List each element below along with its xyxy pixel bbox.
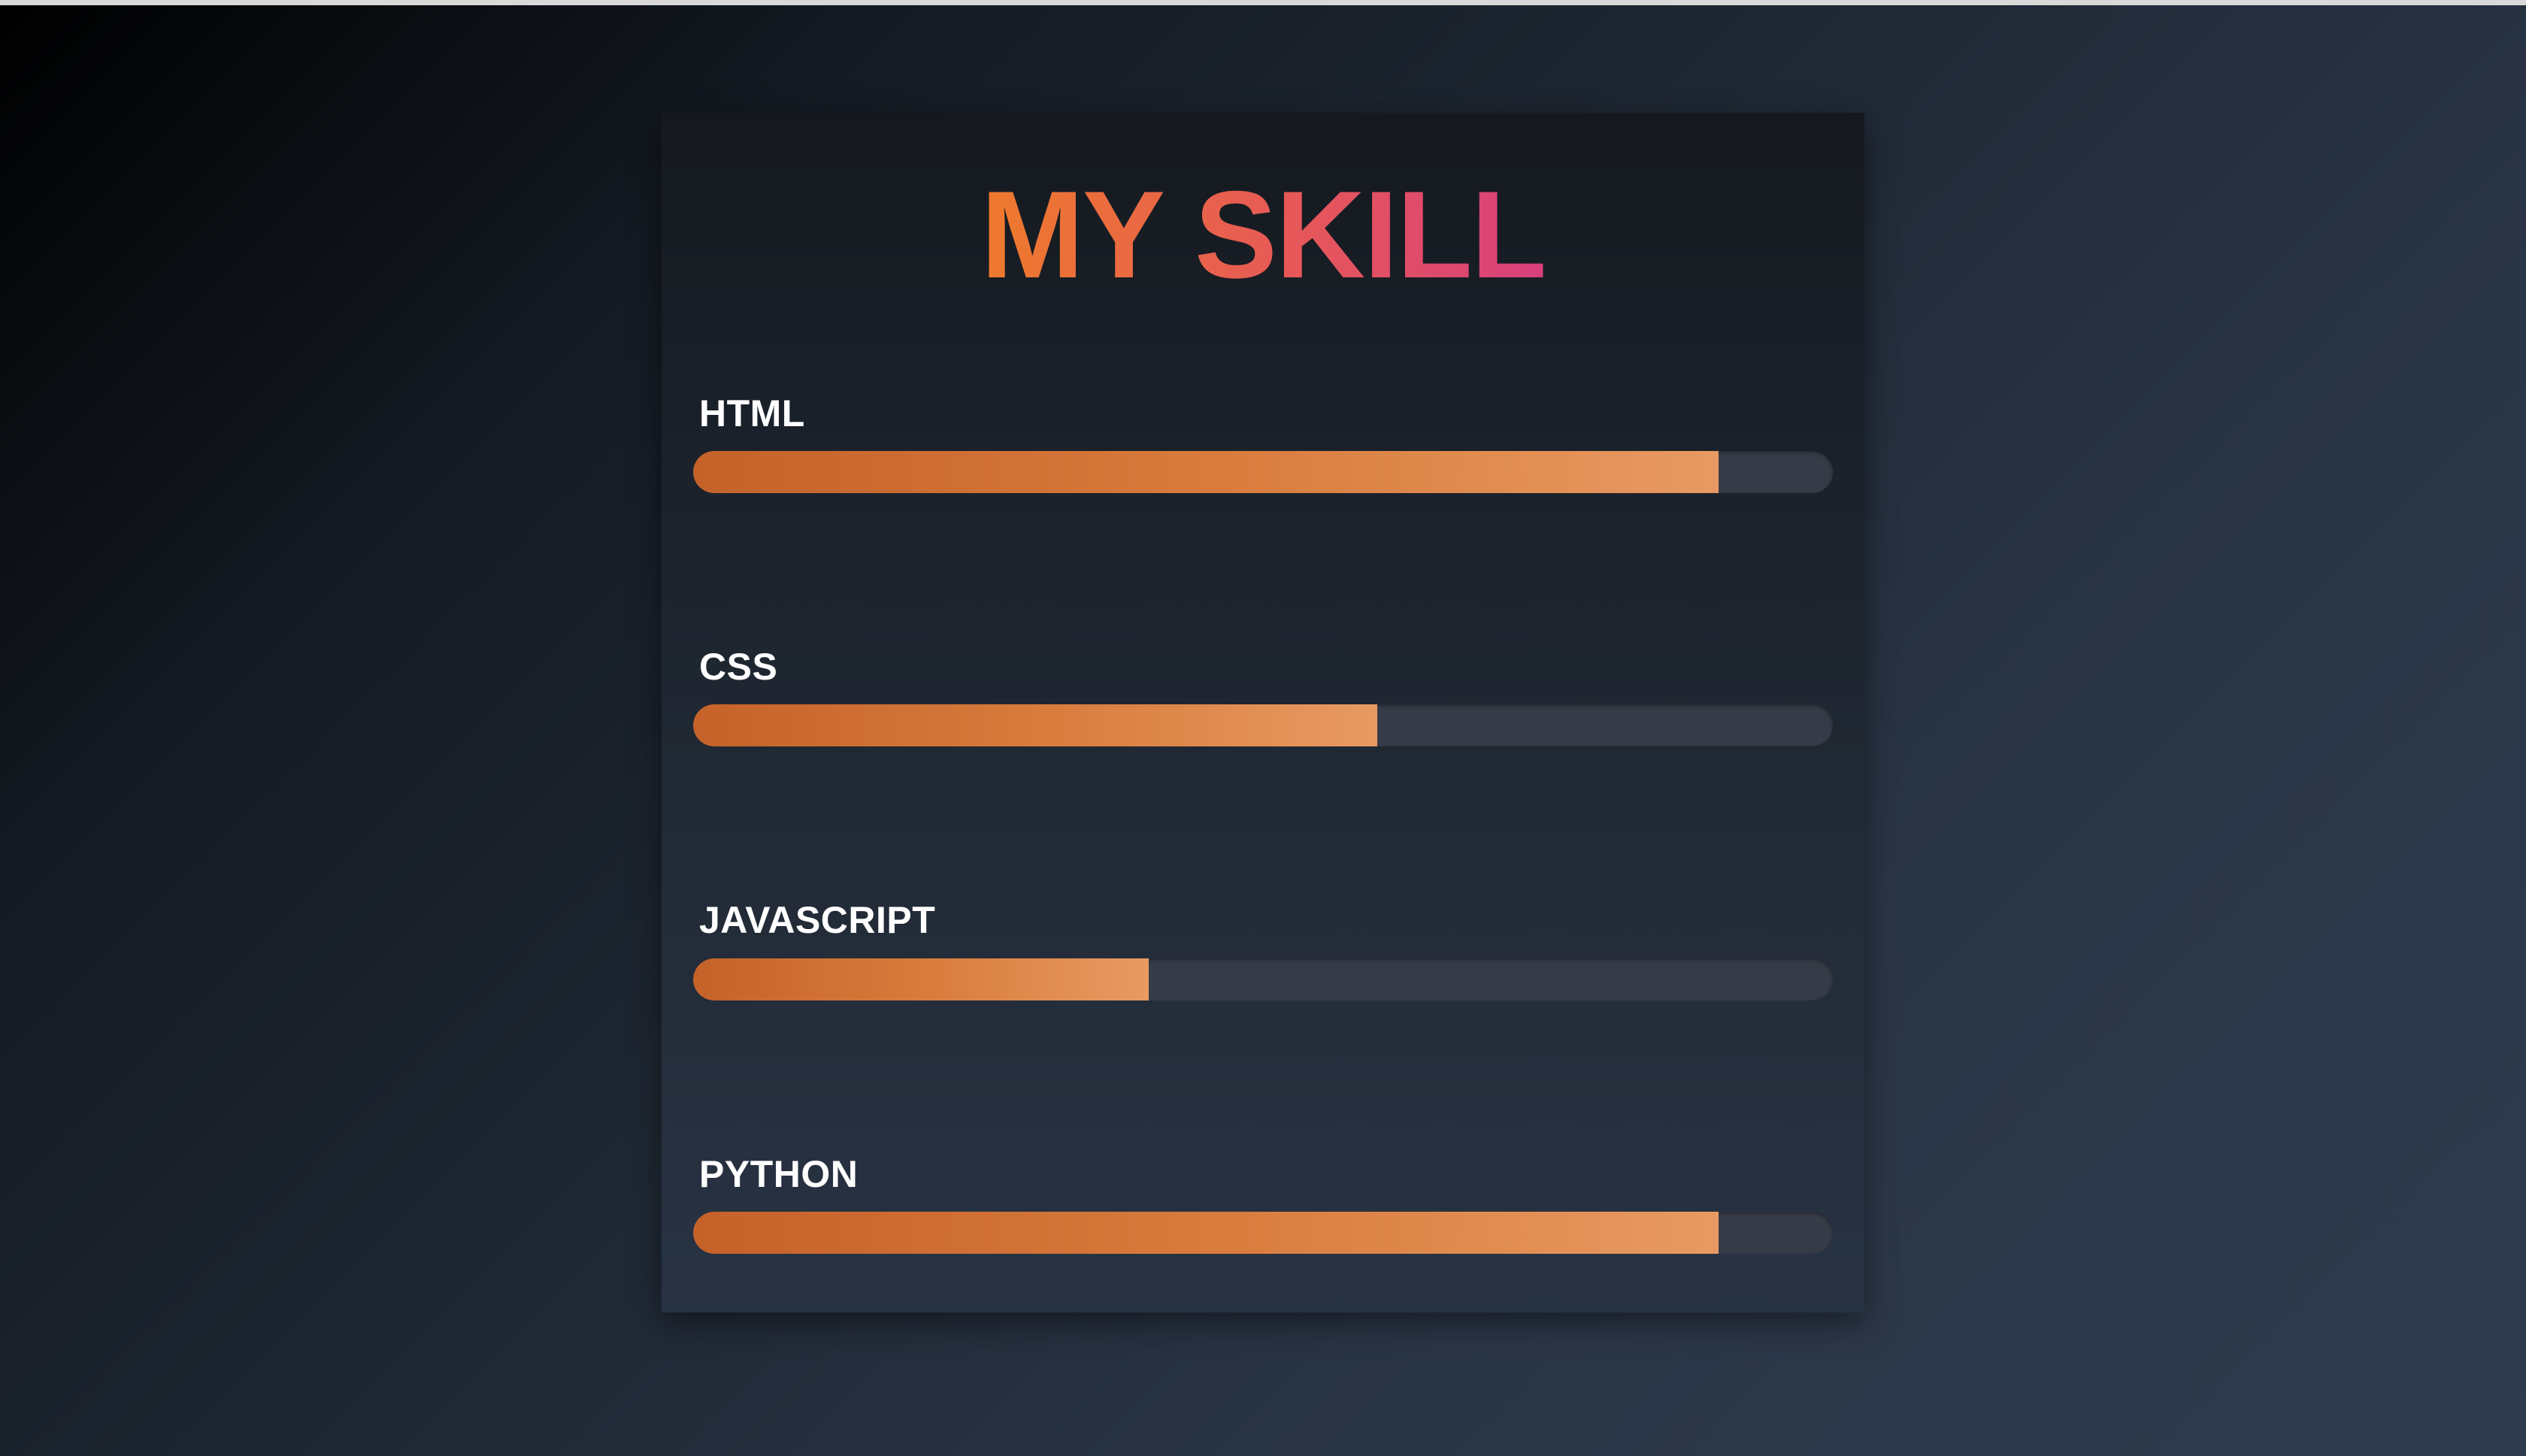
skill-label-python: PYTHON [699,1153,859,1195]
skill-label-javascript: JAVASCRIPT [699,899,936,941]
skill-bar-python [693,1212,1833,1254]
skill-bar-fill-python [693,1212,1719,1254]
skill-bar-css [693,704,1833,746]
browser-top-edge [0,0,2526,5]
skill-label-html: HTML [699,392,805,434]
skill-bar-fill-css [693,704,1377,746]
skill-bar-javascript [693,958,1833,1000]
skill-bar-html [693,451,1833,493]
skill-bar-fill-html [693,451,1719,493]
page-title-text: MY SKILL [980,165,1547,304]
skill-label-css: CSS [699,646,778,688]
skill-bar-fill-javascript [693,958,1149,1000]
page-title: MY SKILL [0,167,2526,302]
